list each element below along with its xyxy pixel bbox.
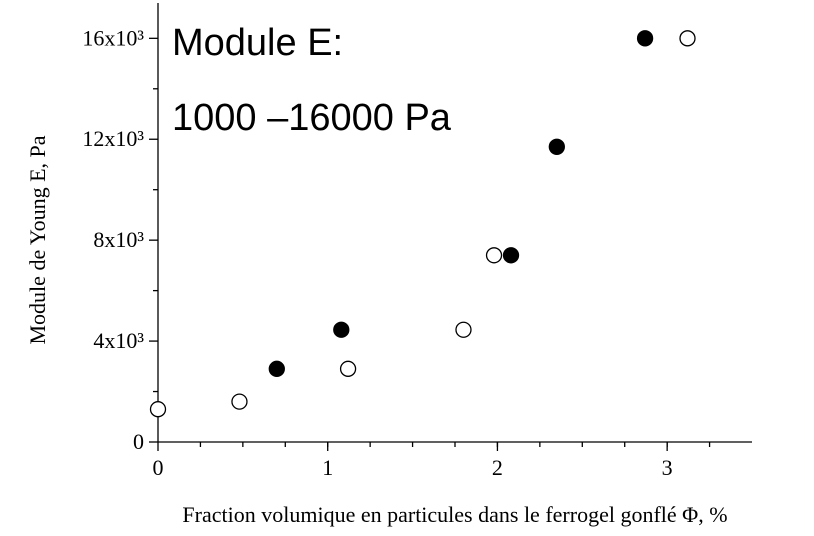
point	[636, 30, 654, 47]
point	[548, 138, 565, 155]
y-axis-label: Module de Young E, Pa	[25, 135, 50, 344]
point	[339, 360, 357, 377]
x-axis-label: Fraction volumique en particules dans le…	[182, 502, 727, 527]
point	[333, 321, 350, 338]
annotation: Module E:	[172, 22, 343, 64]
x-tick-label: 3	[662, 455, 673, 480]
y-tick-label: 0	[133, 429, 144, 454]
x-tick-label: 1	[322, 455, 333, 480]
y-tick-label: 12x10³	[82, 126, 144, 151]
x-tick-label: 0	[153, 455, 164, 480]
y-tick-label: 16x10³	[82, 25, 144, 50]
point	[455, 321, 472, 338]
point	[485, 247, 503, 264]
point	[268, 360, 285, 377]
x-tick-label: 2	[492, 455, 503, 480]
point	[502, 247, 520, 264]
point	[231, 393, 248, 410]
point	[679, 30, 696, 47]
y-tick-label: 4x10³	[93, 328, 144, 353]
y-tick-label: 8x10³	[93, 227, 144, 252]
annotation: 1000 –16000 Pa	[172, 97, 452, 139]
point	[149, 401, 167, 418]
